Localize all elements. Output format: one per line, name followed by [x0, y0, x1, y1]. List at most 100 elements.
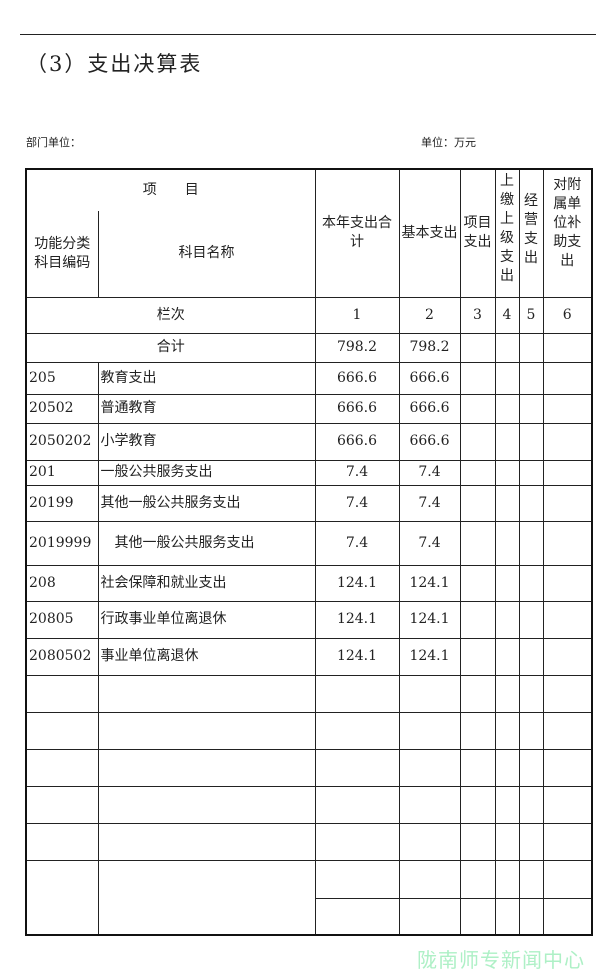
empty-cell: [542, 748, 593, 787]
row-col6: [542, 637, 593, 676]
row-col4: [494, 484, 520, 522]
unit-label: 单位：万元: [421, 136, 476, 149]
row-col2: 124.1: [398, 637, 461, 676]
row-code: 208: [25, 564, 99, 602]
watermark: 陇南师专新闻中心: [417, 948, 585, 972]
empty-cell: [398, 822, 461, 861]
empty-cell: [25, 785, 99, 824]
table-row: 20502 普通教育 666.6 666.6: [25, 393, 593, 424]
row-name: 普通教育: [97, 393, 316, 424]
empty-cell: [398, 897, 461, 936]
empty-cell: [398, 711, 461, 750]
row-col3: [459, 564, 496, 602]
row-code: 2080502: [25, 637, 99, 676]
empty-cell: [542, 674, 593, 713]
row-code: 2019999: [25, 520, 99, 566]
empty-cell: [398, 859, 461, 899]
empty-cell: [398, 748, 461, 787]
empty-cell: [314, 897, 400, 936]
empty-cell: [97, 785, 316, 824]
row-col3: [459, 422, 496, 461]
column-index-1: 1: [314, 296, 400, 334]
empty-cell: [398, 674, 461, 713]
row-col5: [518, 564, 544, 602]
empty-cell: [25, 822, 99, 861]
row-name: 教育支出: [97, 361, 316, 395]
empty-cell: [494, 859, 520, 899]
row-col4: [494, 564, 520, 602]
empty-cell: [542, 785, 593, 824]
empty-cell: [314, 859, 400, 899]
row-col2: 666.6: [398, 361, 461, 395]
row-col1: 124.1: [314, 564, 400, 602]
empty-cell: [494, 897, 520, 936]
table-row: 201 一般公共服务支出 7.4 7.4: [25, 459, 593, 486]
table-row: 2050202 小学教育 666.6 666.6: [25, 422, 593, 461]
row-col5: [518, 637, 544, 676]
empty-row: [26, 897, 593, 936]
row-name: 其他一般公共服务支出: [97, 520, 316, 566]
empty-cell: [518, 674, 544, 713]
empty-cell: [518, 748, 544, 787]
empty-cell: [459, 785, 496, 824]
empty-row: [25, 822, 593, 861]
row-code: 2050202: [25, 422, 99, 461]
row-col5: [518, 600, 544, 639]
row-col5: [518, 520, 544, 566]
row-name: 一般公共服务支出: [97, 459, 316, 486]
header-col3: 项目支出: [459, 168, 496, 298]
row-col3: [459, 600, 496, 639]
row-col2: 666.6: [398, 422, 461, 461]
empty-cell: [459, 748, 496, 787]
empty-cell: [314, 822, 400, 861]
empty-cell: [459, 822, 496, 861]
column-index-4: 4: [494, 296, 520, 334]
total-col3: [459, 332, 496, 363]
empty-cell: [494, 785, 520, 824]
row-col5: [518, 484, 544, 522]
column-index-6: 6: [542, 296, 593, 334]
empty-cell: [97, 748, 316, 787]
row-col1: 666.6: [314, 361, 400, 395]
table-row: 2080502 事业单位离退休 124.1 124.1: [25, 637, 593, 676]
empty-cell: [314, 785, 400, 824]
empty-cell: [314, 748, 400, 787]
table-row: 208 社会保障和就业支出 124.1 124.1: [25, 564, 593, 602]
total-col5: [518, 332, 544, 363]
header-func-code: 功能分类科目编码: [25, 211, 99, 298]
empty-cell: [459, 897, 496, 936]
empty-cell: [542, 711, 593, 750]
empty-row: [25, 748, 593, 787]
row-col6: [542, 520, 593, 566]
empty-cell: [459, 674, 496, 713]
total-label: 合计: [25, 332, 316, 363]
header-col4: 上缴上级支出: [494, 168, 520, 298]
row-col3: [459, 459, 496, 486]
row-col1: 7.4: [314, 484, 400, 522]
empty-row: [25, 785, 593, 824]
row-code: 205: [25, 361, 99, 395]
empty-cell: [542, 822, 593, 861]
row-code: 20199: [25, 484, 99, 522]
row-name: 其他一般公共服务支出: [97, 484, 316, 522]
column-index-3: 3: [459, 296, 496, 334]
row-col4: [494, 600, 520, 639]
row-col2: 124.1: [398, 600, 461, 639]
row-col4: [494, 459, 520, 486]
empty-cell: [97, 674, 316, 713]
row-col3: [459, 393, 496, 424]
page-title: （3）支出决算表: [26, 52, 203, 76]
row-col6: [542, 422, 593, 461]
row-col3: [459, 361, 496, 395]
row-col4: [494, 637, 520, 676]
empty-row: [25, 674, 593, 713]
empty-cell: [25, 859, 99, 936]
row-col3: [459, 637, 496, 676]
empty-cell: [97, 822, 316, 861]
row-col5: [518, 422, 544, 461]
row-col4: [494, 520, 520, 566]
empty-cell: [494, 822, 520, 861]
row-name: 事业单位离退休: [97, 637, 316, 676]
row-col5: [518, 361, 544, 395]
header-col2: 基本支出: [398, 168, 461, 298]
